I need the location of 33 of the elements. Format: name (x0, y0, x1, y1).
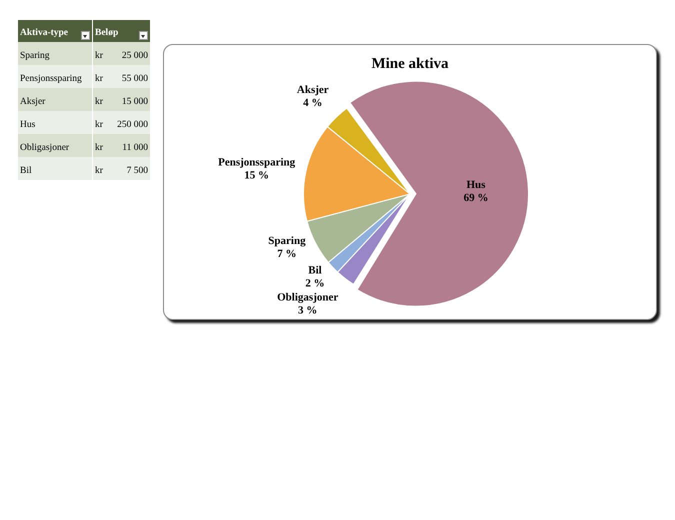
data-label: 15 % (244, 170, 269, 182)
data-label: 55 000 (113, 65, 150, 88)
text: kr (95, 97, 103, 107)
category-label: Bil (18, 157, 92, 180)
slice-label: Sparing (268, 234, 306, 247)
data-label: 250 000 (113, 111, 150, 134)
text: kr (95, 74, 103, 84)
data-label: 15 000 (113, 88, 150, 111)
category-label: Hus (18, 111, 92, 134)
slice-label: Obligasjoner (277, 291, 338, 304)
data-label: 4 % (303, 96, 322, 109)
data-label: 25 000 (113, 42, 150, 65)
data-label: 3 % (298, 304, 318, 316)
text: Aktiva-type (20, 28, 68, 38)
text: kr (95, 143, 103, 153)
data-label: 11 000 (113, 134, 150, 157)
data-label: 7 500 (113, 157, 150, 180)
data-label: 69 % (464, 192, 488, 204)
slice-label: Aksjer (296, 84, 329, 96)
text: kr (95, 120, 103, 130)
data-label: 2 % (305, 277, 325, 290)
category-label: Pensjonssparing (18, 65, 92, 88)
text: Beløp (95, 28, 118, 38)
slice-label: Bil (308, 264, 322, 276)
data-label: 7 % (277, 248, 297, 260)
category-label: Obligasjoner (18, 134, 92, 157)
text: kr (92, 42, 113, 65)
category-label: Aksjer (18, 88, 92, 111)
slice-label: Pensjonssparing (218, 156, 296, 169)
chart-title: Mine aktiva (371, 56, 450, 72)
text: kr (95, 166, 103, 176)
category-label: Sparing (18, 42, 92, 65)
slice-label: Hus (466, 178, 486, 191)
